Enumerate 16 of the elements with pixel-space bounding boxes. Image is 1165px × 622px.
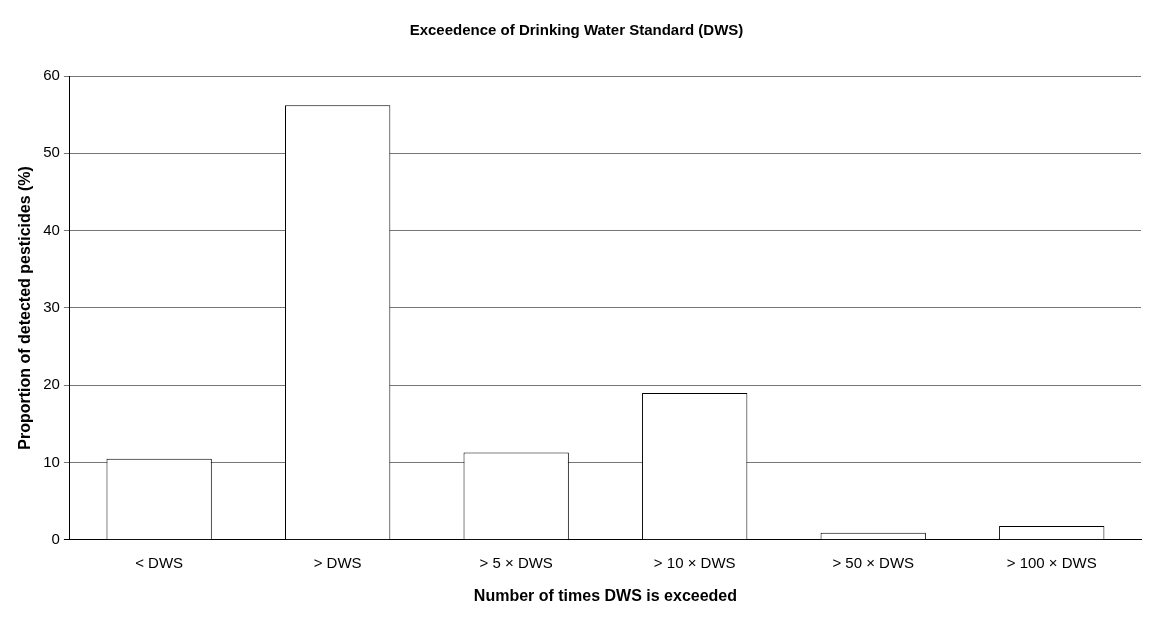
y-tick-label: 50 — [43, 143, 60, 161]
chart-title: Exceedence of Drinking Water Standard (DWS) — [409, 21, 744, 39]
y-tick-label: 10 — [43, 452, 60, 470]
x-tick-label: < DWS — [135, 553, 184, 571]
y-tick-label: 30 — [43, 298, 60, 316]
x-tick-label: > 10 × DWS — [653, 553, 736, 571]
y-axis-title: Proportion of detected pesticides (%) — [16, 166, 34, 450]
x-tick-label: > 50 × DWS — [832, 553, 915, 571]
y-tick-label: 20 — [43, 375, 60, 393]
x-axis-title: Number of times DWS is exceeded — [473, 586, 738, 604]
y-tick-label: 60 — [43, 66, 60, 84]
y-tick-label: 40 — [43, 220, 60, 238]
x-tick-label: > 100 × DWS — [1006, 553, 1097, 571]
x-tick-label: > DWS — [313, 553, 362, 571]
y-tick-label: 0 — [51, 529, 60, 547]
x-tick-label: > 5 × DWS — [479, 553, 553, 571]
